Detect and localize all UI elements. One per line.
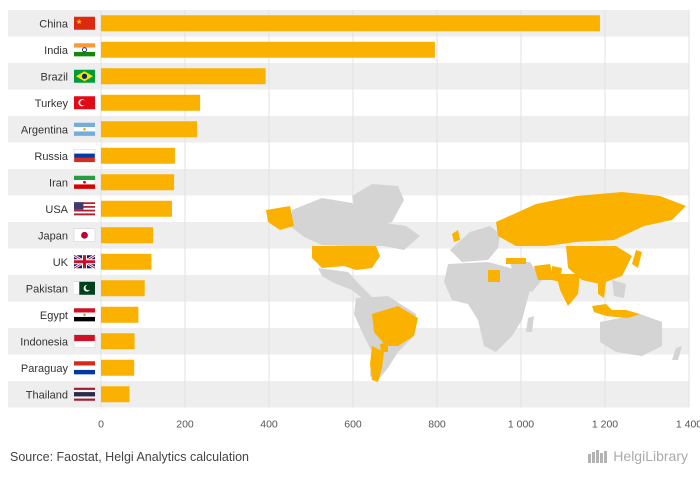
- world-map: [266, 184, 686, 382]
- brand-logo[interactable]: HelgiLibrary: [587, 448, 688, 464]
- category-label: Iran: [49, 177, 68, 189]
- flag-uk-icon: [73, 254, 96, 270]
- flag-turkey-icon: [74, 96, 95, 110]
- flag-thailand-icon: [74, 387, 95, 401]
- flag-russia-icon: [73, 149, 96, 163]
- flag-egypt-icon: [74, 308, 95, 322]
- category-label: Egypt: [40, 310, 68, 322]
- x-tick-label: 0: [98, 419, 104, 431]
- flag-japan-icon: [73, 228, 96, 242]
- flag-india-icon: [74, 43, 95, 57]
- flag-usa-icon: [74, 202, 95, 216]
- source-note: Source: Faostat, Helgi Analytics calcula…: [10, 450, 250, 464]
- category-label: Brazil: [40, 71, 68, 83]
- x-tick-label: 1 400: [676, 419, 700, 431]
- bar-uk: [101, 253, 152, 270]
- map-new-zealand: [672, 346, 682, 360]
- category-label: Argentina: [21, 124, 69, 136]
- bar-chart: China India Brazil Turkey Argentina Russia Ira…: [8, 10, 700, 431]
- flag-iran-icon: [74, 175, 95, 189]
- map-indonesia: [592, 304, 640, 318]
- map-uk: [452, 230, 460, 242]
- x-tick-label: 1 000: [508, 419, 534, 431]
- category-label: Thailand: [26, 389, 68, 401]
- map-madagascar: [526, 316, 534, 332]
- category-label: Paraguay: [21, 363, 69, 375]
- flag-china-icon: ★: [74, 16, 95, 30]
- bar-brazil: [101, 68, 266, 85]
- map-paraguay: [380, 342, 388, 352]
- bar-indonesia: [101, 333, 135, 350]
- bar-japan: [101, 227, 154, 244]
- category-label: UK: [53, 257, 69, 269]
- map-china: [566, 246, 632, 284]
- x-tick-label: 200: [176, 419, 194, 431]
- map-turkey: [506, 258, 526, 264]
- x-tick-label: 1 200: [592, 419, 618, 431]
- bar-usa: [101, 200, 172, 217]
- map-japan: [632, 250, 642, 268]
- category-label: Russia: [34, 151, 69, 163]
- bar-russia: [101, 147, 175, 164]
- flag-indonesia-icon: [73, 334, 96, 348]
- bar-paraguay: [101, 359, 135, 376]
- map-canada: [290, 198, 420, 250]
- country-labels: China India Brazil Turkey Argentina Russia Ira…: [20, 18, 69, 401]
- bar-turkey: [101, 94, 201, 111]
- map-africa: [444, 262, 530, 352]
- bar-pakistan: [101, 280, 145, 297]
- category-label: USA: [45, 204, 68, 216]
- map-australia: [600, 314, 662, 356]
- flag-brazil-icon: [74, 69, 95, 83]
- brand-name: HelgiLibrary: [613, 448, 688, 464]
- bar-thailand: [101, 386, 130, 403]
- category-label: Pakistan: [26, 283, 68, 295]
- map-usa: [312, 246, 380, 270]
- map-argentina: [370, 346, 384, 382]
- map-egypt: [488, 270, 500, 282]
- bar-argentina: [101, 121, 198, 138]
- bar-china: [101, 15, 600, 32]
- flag-paraguay-icon: [74, 361, 95, 375]
- bar-iran: [101, 174, 175, 191]
- flag-pakistan-icon: [74, 281, 95, 295]
- category-label: China: [39, 18, 69, 30]
- x-tick-label: 600: [344, 419, 362, 431]
- category-label: Japan: [38, 230, 68, 242]
- map-middle-east: [510, 262, 542, 292]
- map-mexico-central-america: [318, 268, 373, 301]
- flag-argentina-icon: [74, 122, 95, 136]
- flags: ★: [73, 16, 96, 401]
- map-india: [556, 274, 580, 306]
- library-icon: [588, 450, 608, 463]
- x-tick-label: 400: [260, 419, 278, 431]
- bar-egypt: [101, 306, 139, 323]
- svg-text:★: ★: [76, 18, 82, 26]
- category-label: Turkey: [35, 98, 69, 110]
- map-southeast-asia: [612, 280, 626, 298]
- map-thailand: [598, 282, 606, 298]
- map-iran: [534, 264, 554, 280]
- map-brazil: [372, 306, 418, 346]
- x-tick-label: 800: [428, 419, 446, 431]
- bars: [101, 15, 600, 403]
- map-europe: [450, 226, 500, 262]
- x-axis-ticks: 0 200 400 600 800 1 000 1 200 1 400: [98, 419, 700, 431]
- map-alaska: [266, 206, 294, 230]
- bar-india: [101, 41, 435, 58]
- category-label: Indonesia: [20, 336, 69, 348]
- category-label: India: [44, 45, 69, 57]
- map-russia: [496, 192, 686, 246]
